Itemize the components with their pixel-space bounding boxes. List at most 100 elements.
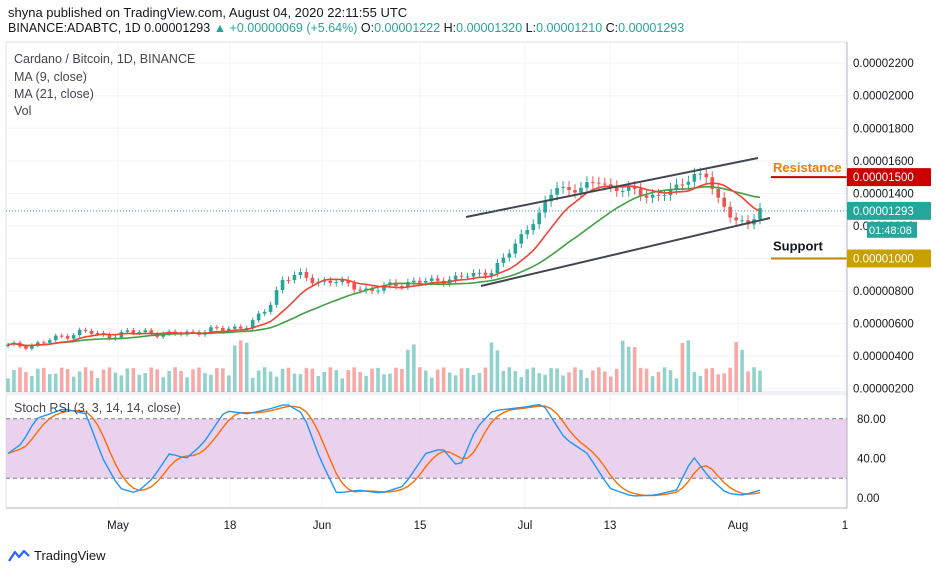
candle-body xyxy=(358,289,362,291)
volume-bar xyxy=(155,369,159,392)
candle-body xyxy=(626,186,631,191)
last-price: 0.00001293 xyxy=(144,21,211,35)
candle-body xyxy=(459,275,464,277)
volume-bar xyxy=(489,342,494,392)
ma9-line xyxy=(7,182,761,347)
volume-bar xyxy=(274,376,279,392)
publish-info: shyna published on TradingView.com, Augu… xyxy=(8,5,408,20)
volume-bar xyxy=(340,378,345,392)
price-axis-label: 0.00002200 xyxy=(853,58,914,70)
candle-body xyxy=(418,280,422,283)
candle-body xyxy=(334,281,339,283)
resistance-label: Resistance xyxy=(773,160,842,175)
candle-body xyxy=(728,206,732,218)
candle-body xyxy=(400,286,404,288)
volume-bar xyxy=(441,367,446,392)
volume-bar xyxy=(620,340,625,392)
volume-bar xyxy=(698,375,703,392)
rsi-k-line xyxy=(7,403,761,497)
volume-bar xyxy=(370,368,374,392)
volume-bar xyxy=(71,376,76,392)
ma21-line xyxy=(7,185,761,347)
volume-bar xyxy=(525,369,530,392)
volume-bar xyxy=(549,368,553,392)
candle-body xyxy=(656,194,661,196)
volume-bar xyxy=(30,375,34,392)
tradingview-logo[interactable]: TradingView xyxy=(8,548,106,563)
price-axis-label: 0.00001400 xyxy=(853,188,914,200)
candle-body xyxy=(322,280,327,282)
volume-bar xyxy=(513,371,518,392)
low-label: L: xyxy=(525,21,537,35)
volume-bar xyxy=(519,377,524,392)
volume-bar xyxy=(12,370,16,392)
volume-bar xyxy=(185,377,189,392)
candle-body xyxy=(609,184,613,187)
price-axis-label: 0.00002000 xyxy=(853,91,914,103)
candle-body xyxy=(435,278,440,281)
volume-bar xyxy=(531,367,535,392)
volume-bar xyxy=(567,372,571,392)
resistance-price-tag-bg xyxy=(847,168,931,187)
volume-bar xyxy=(382,374,386,392)
candle-body xyxy=(6,344,10,347)
volume-bar xyxy=(256,370,261,392)
candle-body xyxy=(531,224,535,231)
volume-bar xyxy=(209,374,213,392)
volume-bar xyxy=(746,371,750,392)
volume-bar xyxy=(609,376,613,392)
candle-body xyxy=(262,311,267,314)
candle-body xyxy=(597,182,601,184)
candle-body xyxy=(507,253,512,258)
current-price-tag: 0.00001293 xyxy=(853,206,914,218)
volume-bar xyxy=(53,373,58,392)
candle-body xyxy=(107,334,112,339)
volume-bar xyxy=(24,371,28,392)
volume-bar xyxy=(250,377,255,392)
candle-body xyxy=(716,188,721,198)
price-pane[interactable] xyxy=(5,41,848,393)
candle-body xyxy=(310,277,315,284)
volume-bar xyxy=(292,373,297,392)
candle-body xyxy=(412,280,416,283)
volume-bar xyxy=(423,370,428,392)
volume-bar xyxy=(543,374,547,392)
candle-body xyxy=(489,273,494,276)
channel-lower-line xyxy=(480,217,771,287)
volume-bar xyxy=(722,373,726,392)
candle-body xyxy=(238,326,243,329)
volume-bar xyxy=(262,367,267,392)
candle-body xyxy=(215,327,219,329)
ohlc-line: BINANCE:ADABTC, 1D 0.00001293 ▲ +0.00000… xyxy=(8,21,684,35)
volume-bar xyxy=(143,373,148,392)
price-axis-label: 0.00000400 xyxy=(853,351,914,363)
volume-bar xyxy=(191,369,195,392)
volume-bar xyxy=(656,371,661,392)
time-axis-label: 18 xyxy=(224,520,237,532)
candle-body xyxy=(47,340,52,343)
candle-body xyxy=(244,327,249,329)
candle-body xyxy=(698,173,703,175)
volume-bar xyxy=(227,375,231,392)
candle-body xyxy=(89,330,94,334)
volume-bar xyxy=(495,350,500,392)
candle-body xyxy=(298,272,303,276)
candle-body xyxy=(573,190,577,193)
time-axis-label: 15 xyxy=(414,520,427,532)
time-axis-label: 1 xyxy=(842,520,848,532)
candle-body xyxy=(429,278,434,281)
volume-bar xyxy=(238,340,243,392)
price-change: ▲ +0.00000069 (+5.64%) xyxy=(213,21,358,35)
candle-body xyxy=(394,282,398,287)
candle-body xyxy=(233,326,237,329)
candle-body xyxy=(191,331,195,333)
volume-bar xyxy=(406,349,410,392)
rsi-axis-label: 40.00 xyxy=(857,453,886,465)
volume-bar xyxy=(149,367,154,392)
candle-body xyxy=(579,187,583,193)
candle-body xyxy=(83,329,88,331)
candle-body xyxy=(567,187,571,191)
volume-bar xyxy=(477,372,482,392)
resistance-price-tag: 0.00001500 xyxy=(853,172,914,184)
